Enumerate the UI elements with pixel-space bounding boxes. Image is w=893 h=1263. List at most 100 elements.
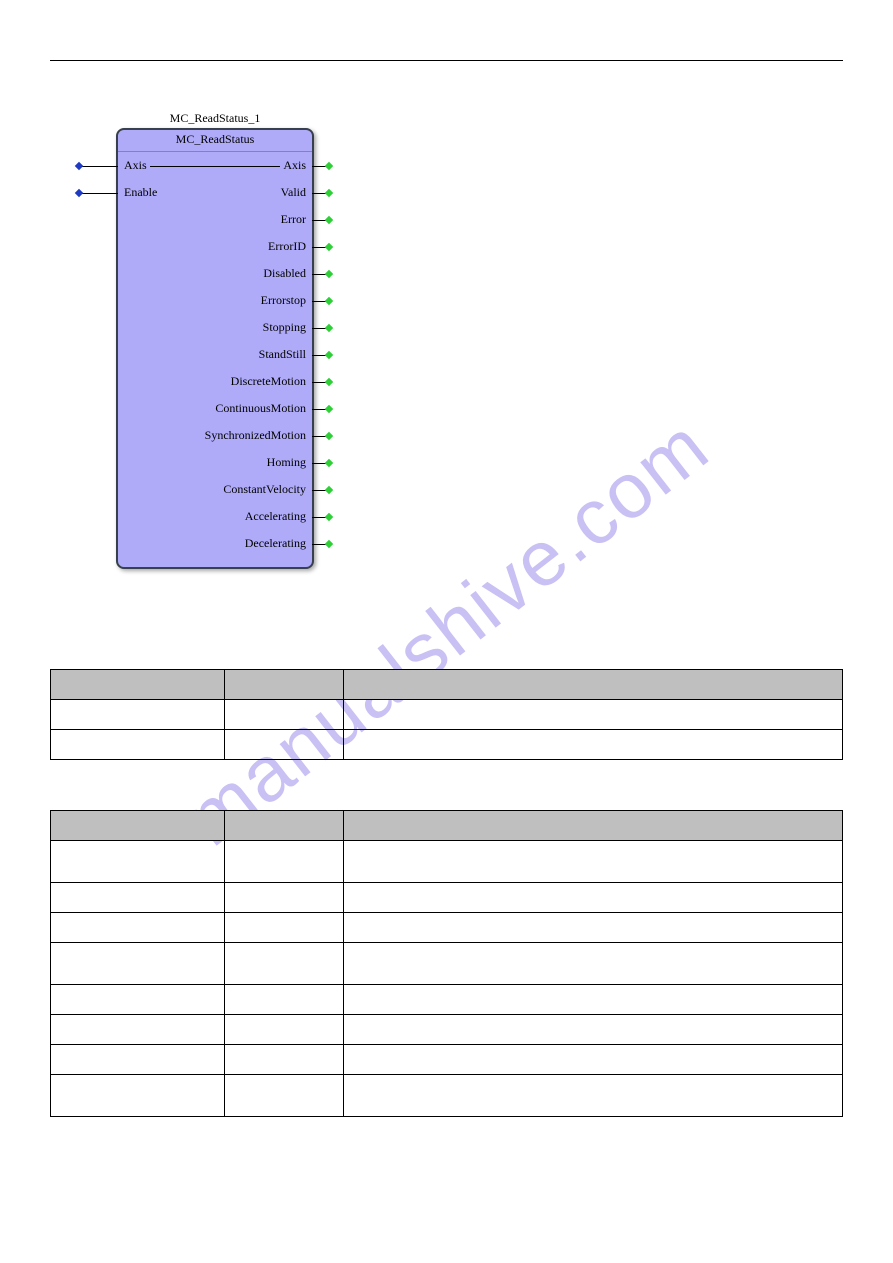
- function-block-diagram: MC_ReadStatus_1 MC_ReadStatus Axis Axis …: [80, 111, 843, 569]
- port-label-output: Accelerating: [245, 509, 306, 524]
- fb-port-row: SynchronizedMotion: [118, 422, 312, 449]
- table-cell: [51, 1045, 225, 1075]
- table-cell: [344, 943, 843, 985]
- table-row: [51, 1045, 843, 1075]
- inputs-table: [50, 669, 843, 760]
- table-cell: [51, 1075, 225, 1117]
- port-dot-output: [325, 242, 333, 250]
- fb-port-row: Decelerating: [118, 530, 312, 557]
- table-cell: [344, 730, 843, 760]
- spacer: [50, 609, 843, 629]
- fb-port-row: StandStill: [118, 341, 312, 368]
- port-label-output: ContinuousMotion: [215, 401, 306, 416]
- port-connector-left: [82, 193, 118, 194]
- port-dot-output: [325, 431, 333, 439]
- outputs-table-section: [50, 810, 843, 1117]
- port-connector-left: [82, 166, 118, 167]
- port-label-output: ErrorID: [268, 239, 306, 254]
- table-cell: [344, 841, 843, 883]
- port-dot-input: [75, 161, 83, 169]
- spacer: [50, 629, 843, 649]
- fb-port-row: ConstantVelocity: [118, 476, 312, 503]
- table-cell: [225, 1045, 344, 1075]
- fb-port-row: ContinuousMotion: [118, 395, 312, 422]
- port-dot-output: [325, 539, 333, 547]
- fb-port-row: Enable Valid: [118, 179, 312, 206]
- table-row: [51, 913, 843, 943]
- port-dot-output: [325, 161, 333, 169]
- port-dot-output: [325, 296, 333, 304]
- port-dot-output: [325, 350, 333, 358]
- port-label-output: Decelerating: [245, 536, 306, 551]
- fb-port-row: Disabled: [118, 260, 312, 287]
- table-cell: [344, 883, 843, 913]
- port-dot-input: [75, 188, 83, 196]
- table-cell: [51, 943, 225, 985]
- fb-port-row: Accelerating: [118, 503, 312, 530]
- inputs-table-section: [50, 669, 843, 760]
- port-through-line: [150, 166, 280, 167]
- port-label-output: StandStill: [259, 347, 306, 362]
- table-cell: [51, 913, 225, 943]
- table-cell: [225, 841, 344, 883]
- port-dot-output: [325, 215, 333, 223]
- table-row: [51, 700, 843, 730]
- fb-port-row: DiscreteMotion: [118, 368, 312, 395]
- port-dot-output: [325, 485, 333, 493]
- fb-instance-label: MC_ReadStatus_1: [116, 111, 314, 126]
- port-dot-output: [325, 269, 333, 277]
- fb-port-row: Error: [118, 206, 312, 233]
- port-label-input: Enable: [124, 185, 157, 200]
- table-cell: [51, 730, 225, 760]
- table-cell: [344, 1015, 843, 1045]
- table-cell: [225, 1075, 344, 1117]
- port-label-output: Valid: [281, 185, 306, 200]
- port-dot-output: [325, 512, 333, 520]
- fb-type-name: MC_ReadStatus: [118, 130, 312, 152]
- port-label-output: Axis: [283, 158, 306, 173]
- table-header-cell: [51, 811, 225, 841]
- table-cell: [344, 985, 843, 1015]
- table-header-cell: [344, 811, 843, 841]
- port-label-output: Stopping: [263, 320, 306, 335]
- table-cell: [51, 883, 225, 913]
- table-header-cell: [225, 811, 344, 841]
- page-content: MC_ReadStatus_1 MC_ReadStatus Axis Axis …: [0, 0, 893, 1187]
- table-cell: [344, 913, 843, 943]
- port-dot-output: [325, 188, 333, 196]
- table-cell: [51, 841, 225, 883]
- port-dot-output: [325, 458, 333, 466]
- port-label-output: ConstantVelocity: [223, 482, 306, 497]
- table-cell: [225, 913, 344, 943]
- table-row: [51, 1075, 843, 1117]
- table-cell: [225, 985, 344, 1015]
- port-label-input: Axis: [124, 158, 147, 173]
- header-rule: [50, 60, 843, 61]
- fb-port-row: Stopping: [118, 314, 312, 341]
- port-label-output: Errorstop: [261, 293, 306, 308]
- port-label-output: Error: [281, 212, 306, 227]
- table-cell: [344, 1045, 843, 1075]
- table-row: [51, 883, 843, 913]
- table-row: [51, 1015, 843, 1045]
- fb-block: MC_ReadStatus Axis Axis Enable Valid: [116, 128, 314, 569]
- table-header-row: [51, 811, 843, 841]
- spacer: [50, 770, 843, 790]
- port-dot-output: [325, 404, 333, 412]
- table-cell: [225, 730, 344, 760]
- table-row: [51, 985, 843, 1015]
- table-cell: [344, 1075, 843, 1117]
- outputs-table: [50, 810, 843, 1117]
- table-header-cell: [344, 670, 843, 700]
- table-row: [51, 730, 843, 760]
- table-cell: [225, 1015, 344, 1045]
- port-dot-output: [325, 377, 333, 385]
- table-cell: [225, 883, 344, 913]
- table-cell: [51, 1015, 225, 1045]
- table-cell: [225, 700, 344, 730]
- table-row: [51, 943, 843, 985]
- table-header-cell: [225, 670, 344, 700]
- port-label-output: DiscreteMotion: [231, 374, 306, 389]
- fb-port-row: Homing: [118, 449, 312, 476]
- port-dot-output: [325, 323, 333, 331]
